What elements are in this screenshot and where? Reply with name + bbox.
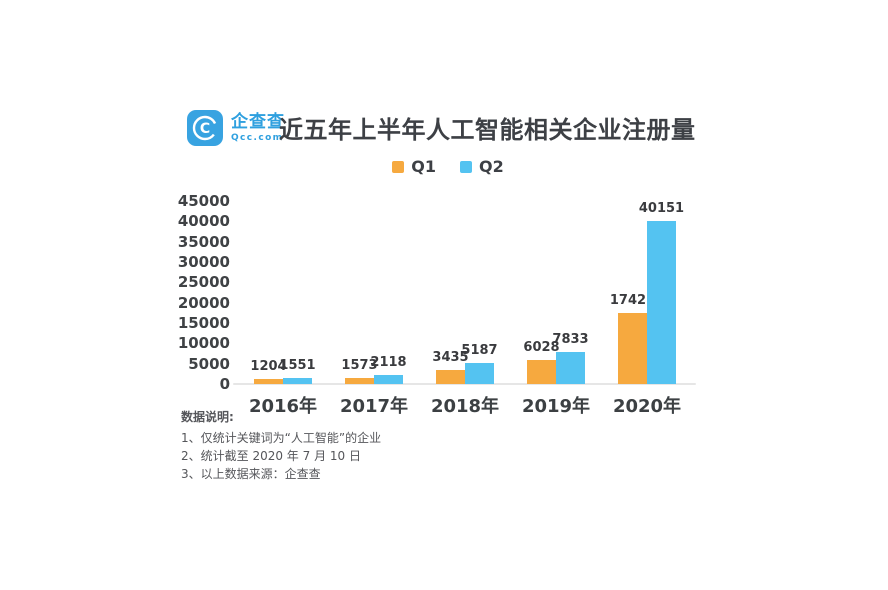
bar-value-label: 17422: [609, 293, 656, 309]
legend-label-q2: Q2: [479, 157, 504, 176]
q1-color-swatch: [392, 160, 405, 173]
bar-q2-2016年: [283, 377, 312, 384]
bar-value-label: 3435: [432, 350, 469, 365]
bar-value-label: 1551: [279, 357, 316, 373]
logo-domain-name: Qcc.com: [231, 133, 284, 143]
bar-q1-2017年: [345, 377, 374, 384]
qcc-logo-icon: C: [187, 110, 223, 146]
note-line-1: 1、仅统计关键词为“人工智能”的企业: [181, 431, 382, 445]
legend-label-q1: Q1: [411, 157, 436, 176]
y-tick-label: 25000: [177, 273, 230, 292]
x-axis-label: 2019年: [521, 396, 591, 417]
y-tick-label: 0: [219, 375, 230, 393]
x-axis-line: [233, 383, 696, 385]
qcc-logo-text: 企查查 Qcc.com: [231, 112, 285, 144]
x-axis: 2016年 2017年 2018年 2019年 2020年: [0, 392, 888, 418]
y-tick-label: 10000: [177, 334, 230, 353]
bar-q1-2020年: [618, 313, 647, 384]
q2-color-swatch: [460, 160, 472, 173]
bar-value-label: 40151: [638, 200, 685, 216]
bar-value-label: 1204: [250, 359, 287, 375]
note-line-3: 3、以上数据来源：企查查: [181, 467, 321, 481]
bar-q2-2017年: [374, 375, 403, 384]
y-tick-label: 15000: [177, 314, 230, 332]
bar-q1-2016年: [254, 379, 283, 384]
bar-q1-2018年: [436, 370, 465, 384]
data-notes: 数据说明: 1、仅统计关键词为“人工智能”的企业 2、统计截至 2020 年 7…: [181, 409, 381, 483]
y-tick-label: 20000: [177, 293, 230, 312]
x-axis-label: 2017年: [339, 396, 409, 417]
bar-value-label: 7833: [552, 332, 589, 348]
x-axis-label: 2016年: [248, 396, 318, 417]
bar-value-label: 6028: [523, 339, 560, 355]
bar-value-label: 5187: [461, 342, 498, 358]
bar-value-label: 1573: [341, 357, 378, 373]
y-tick-label: 35000: [177, 232, 230, 251]
qcc-logo: C 企查查 Qcc.com: [186, 109, 285, 147]
chart-title: 近五年上半年人工智能相关企业注册量: [279, 116, 696, 144]
y-tick-label: 30000: [177, 253, 230, 271]
x-axis-label: 2020年: [612, 396, 682, 417]
bar-value-label: 2118: [370, 355, 407, 371]
legend-item-q1: Q1: [392, 157, 436, 176]
x-axis-label: 2018年: [430, 396, 500, 417]
bar-q2-2019年: [556, 352, 585, 384]
y-tick-label: 45000: [177, 192, 230, 210]
plot-area: 1204 1551 1573 2118 3435 5187 6028 7833 17422 401…: [233, 200, 696, 385]
bar-q2-2018年: [465, 362, 494, 384]
legend-item-q2: Q2: [460, 157, 504, 176]
notes-heading: 数据说明:: [181, 410, 234, 424]
logo-company-name: 企查查: [231, 112, 285, 132]
y-tick-label: 5000: [188, 354, 230, 373]
chart-legend: Q1 Q2: [220, 157, 676, 176]
bar-q2-2020年: [647, 220, 676, 384]
note-line-2: 2、统计截至 2020 年 7 月 10 日: [181, 449, 361, 463]
svg-text:C: C: [200, 121, 210, 137]
y-axis: 0 5000 10000 15000 20000 25000 30000 35000 40000…: [160, 0, 230, 420]
y-tick-label: 40000: [177, 212, 230, 231]
bar-q1-2019年: [527, 359, 556, 384]
